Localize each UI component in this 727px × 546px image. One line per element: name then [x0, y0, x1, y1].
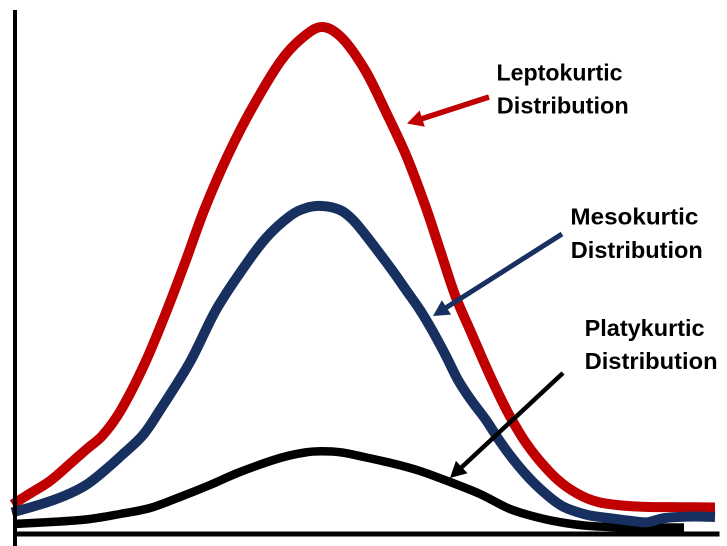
svg-text:Distribution: Distribution — [497, 93, 629, 119]
svg-text:Mesokurtic: Mesokurtic — [570, 204, 698, 230]
svg-text:Distribution: Distribution — [571, 237, 703, 263]
svg-text:Distribution: Distribution — [585, 348, 718, 374]
svg-text:Leptokurtic: Leptokurtic — [497, 60, 623, 86]
svg-text:Platykurtic: Platykurtic — [585, 315, 705, 341]
